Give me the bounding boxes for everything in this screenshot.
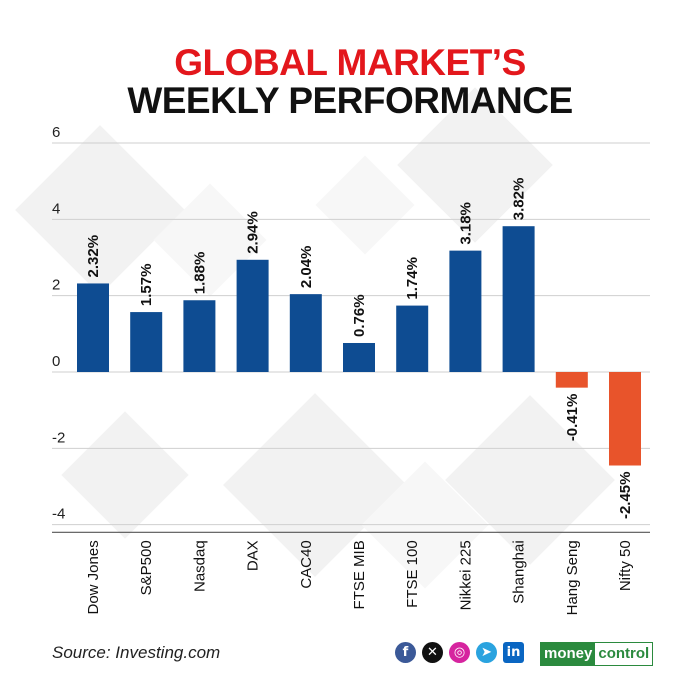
data-label: -2.45% [617,472,634,520]
data-label: 2.94% [245,211,262,254]
category-label: Nasdaq [191,540,208,592]
category-label: CAC40 [298,540,315,588]
category-label: FTSE 100 [404,540,421,608]
y-tick-label: -4 [52,506,65,523]
bar [502,226,535,372]
data-label: 1.88% [191,252,208,295]
social-icons: f ✕ ◎ ➤ in [395,642,524,663]
category-label: DAX [245,540,262,571]
y-tick-label: 0 [52,353,60,370]
bar [343,342,375,372]
title-line-1: GLOBAL MARKET’S [174,42,526,83]
bar [183,300,216,372]
category-label: Shanghai [511,540,528,603]
y-tick-label: -2 [52,429,65,446]
bar [236,259,269,372]
title-line-2: WEEKLY PERFORMANCE [127,80,573,121]
bar [289,294,322,372]
bar [555,372,588,388]
brand-logo-part1: money [541,643,596,665]
brand-logo-part2: control [595,643,653,665]
linkedin-icon[interactable]: in [503,642,524,663]
y-tick-label: 2 [52,277,60,294]
x-icon[interactable]: ✕ [422,642,443,663]
bar [609,372,641,466]
y-tick-label: 4 [52,200,60,217]
bar [77,283,109,372]
bar [396,305,429,372]
category-label: S&P500 [138,540,155,595]
y-tick-label: 6 [52,124,60,141]
bar [449,250,482,372]
source-text: Source: Investing.com [52,643,221,662]
data-label: 2.04% [298,246,315,289]
data-label: 2.32% [85,235,102,278]
data-label: 3.18% [457,202,474,245]
category-label: FTSE MIB [351,540,368,609]
data-label: 1.74% [404,257,421,300]
data-label: 3.82% [511,178,528,221]
category-label: Nifty 50 [617,540,634,591]
bar [130,312,163,372]
instagram-icon[interactable]: ◎ [449,642,470,663]
data-label: 1.57% [138,264,155,307]
facebook-icon[interactable]: f [395,642,416,663]
telegram-icon[interactable]: ➤ [476,642,497,663]
data-label: -0.41% [564,394,581,442]
category-label: Nikkei 225 [457,540,474,610]
category-label: Hang Seng [564,540,581,615]
data-label: 0.76% [351,294,368,337]
brand-logo: money control [540,642,654,666]
category-label: Dow Jones [85,540,102,614]
